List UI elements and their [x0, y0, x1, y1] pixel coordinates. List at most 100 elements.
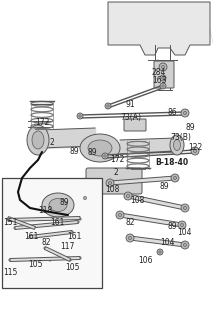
Ellipse shape: [69, 229, 75, 235]
Ellipse shape: [81, 194, 89, 202]
Ellipse shape: [79, 218, 81, 220]
FancyBboxPatch shape: [154, 61, 174, 88]
Polygon shape: [128, 194, 185, 210]
Ellipse shape: [29, 236, 31, 238]
Ellipse shape: [160, 75, 166, 81]
Polygon shape: [108, 2, 210, 55]
Text: 117: 117: [60, 242, 74, 251]
Text: 86: 86: [168, 108, 178, 117]
Ellipse shape: [173, 140, 181, 150]
Ellipse shape: [180, 223, 184, 227]
Ellipse shape: [5, 216, 11, 222]
Ellipse shape: [102, 153, 108, 159]
Text: 108: 108: [130, 196, 144, 205]
Ellipse shape: [108, 181, 112, 185]
Polygon shape: [30, 230, 72, 238]
Text: 161: 161: [24, 232, 38, 241]
Ellipse shape: [77, 216, 83, 222]
Ellipse shape: [162, 85, 164, 87]
Ellipse shape: [69, 259, 71, 261]
Text: 89: 89: [60, 198, 70, 207]
Ellipse shape: [77, 255, 83, 261]
Text: 104: 104: [160, 238, 175, 247]
Text: 73(B): 73(B): [170, 133, 191, 142]
Ellipse shape: [183, 111, 187, 115]
Ellipse shape: [106, 179, 114, 187]
Ellipse shape: [27, 125, 49, 155]
Ellipse shape: [178, 221, 186, 229]
Ellipse shape: [75, 219, 81, 225]
Text: 118: 118: [38, 206, 52, 215]
Text: 122: 122: [188, 143, 202, 152]
Ellipse shape: [14, 227, 16, 229]
Ellipse shape: [79, 257, 81, 259]
Text: 172: 172: [110, 155, 124, 164]
Ellipse shape: [126, 194, 130, 197]
Ellipse shape: [42, 245, 48, 251]
Ellipse shape: [161, 65, 165, 68]
Polygon shape: [120, 213, 182, 227]
FancyBboxPatch shape: [86, 168, 142, 194]
Bar: [2, 178, 102, 288]
Polygon shape: [110, 176, 175, 185]
Text: 89: 89: [70, 147, 80, 156]
Ellipse shape: [88, 140, 112, 156]
Ellipse shape: [193, 149, 197, 153]
Ellipse shape: [160, 83, 166, 89]
Ellipse shape: [159, 251, 161, 253]
Ellipse shape: [124, 192, 132, 200]
Text: 104: 104: [177, 228, 192, 237]
Ellipse shape: [47, 257, 53, 263]
Ellipse shape: [42, 193, 74, 217]
Text: 106: 106: [138, 256, 152, 265]
Polygon shape: [15, 220, 78, 229]
Ellipse shape: [49, 259, 51, 261]
Ellipse shape: [27, 234, 33, 240]
Text: 163: 163: [152, 76, 167, 85]
Polygon shape: [8, 217, 35, 229]
Ellipse shape: [9, 259, 11, 261]
Ellipse shape: [49, 198, 67, 212]
Text: 151: 151: [3, 218, 17, 227]
Ellipse shape: [118, 213, 122, 217]
Ellipse shape: [162, 77, 164, 79]
Ellipse shape: [104, 155, 106, 157]
Ellipse shape: [77, 113, 83, 119]
Text: 115: 115: [3, 268, 17, 277]
Ellipse shape: [183, 206, 187, 210]
Ellipse shape: [107, 105, 109, 107]
Ellipse shape: [181, 241, 189, 249]
Ellipse shape: [170, 135, 184, 155]
Ellipse shape: [77, 221, 79, 223]
Ellipse shape: [44, 247, 46, 249]
Ellipse shape: [181, 204, 189, 212]
FancyBboxPatch shape: [124, 119, 146, 131]
Ellipse shape: [191, 147, 199, 155]
Text: 91: 91: [125, 100, 135, 109]
Polygon shape: [130, 236, 185, 247]
Text: 89: 89: [88, 148, 98, 157]
Text: B-18-40: B-18-40: [155, 158, 188, 167]
Text: 73(A): 73(A): [120, 113, 141, 122]
Ellipse shape: [183, 244, 187, 247]
Ellipse shape: [157, 249, 163, 255]
Ellipse shape: [71, 231, 73, 233]
Text: 89: 89: [168, 222, 178, 231]
Ellipse shape: [116, 211, 124, 219]
Polygon shape: [8, 217, 80, 221]
Text: 82: 82: [42, 238, 51, 247]
Ellipse shape: [159, 63, 167, 71]
Ellipse shape: [7, 257, 13, 263]
Text: 89: 89: [185, 123, 195, 132]
Ellipse shape: [7, 218, 9, 220]
Text: 89: 89: [160, 182, 170, 191]
Ellipse shape: [32, 131, 44, 149]
Ellipse shape: [67, 257, 73, 263]
Ellipse shape: [128, 236, 132, 240]
Ellipse shape: [105, 103, 111, 109]
Ellipse shape: [83, 196, 87, 200]
Text: 82: 82: [125, 218, 135, 227]
Ellipse shape: [173, 176, 177, 180]
Text: 172: 172: [35, 118, 49, 127]
Text: 105: 105: [65, 263, 79, 272]
